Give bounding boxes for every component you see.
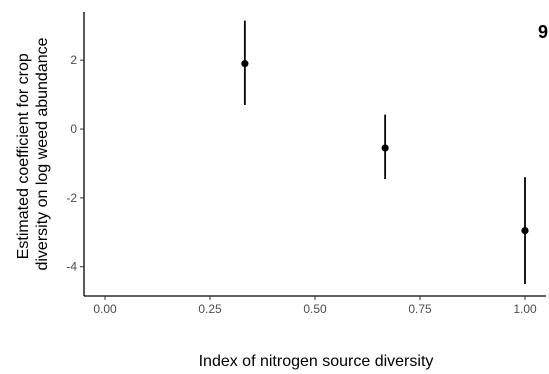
x-axis-title: Index of nitrogen source diversity (199, 353, 434, 370)
y-tick-label: 2 (70, 53, 77, 67)
x-tick-label: 0.50 (303, 302, 327, 316)
y-tick-label: -2 (66, 191, 77, 205)
y-axis-title: Estimated coefficient for crop diversity… (15, 37, 51, 270)
y-axis-title-line-1: Estimated coefficient for crop (15, 53, 32, 259)
panel-tag: 9 (538, 22, 548, 42)
y-tick-label: 0 (70, 122, 77, 136)
y-axis-ticks: -4 -2 0 2 (66, 53, 84, 274)
x-tick-label: 0.25 (198, 302, 222, 316)
data-point (241, 60, 249, 68)
y-axis-title-line-2: diversity on log weed abundance (34, 37, 51, 270)
plot-area: -4 -2 0 2 0.00 0.25 0.50 0.75 1.00 (66, 12, 546, 316)
x-axis-ticks: 0.00 0.25 0.50 0.75 1.00 (93, 296, 537, 316)
data-point (381, 144, 389, 152)
data-point (521, 226, 529, 235)
x-tick-label: 0.00 (93, 302, 117, 316)
data-marks (241, 20, 529, 284)
y-tick-label: -4 (66, 260, 77, 274)
x-tick-label: 0.75 (408, 302, 432, 316)
x-tick-label: 1.00 (513, 302, 537, 316)
